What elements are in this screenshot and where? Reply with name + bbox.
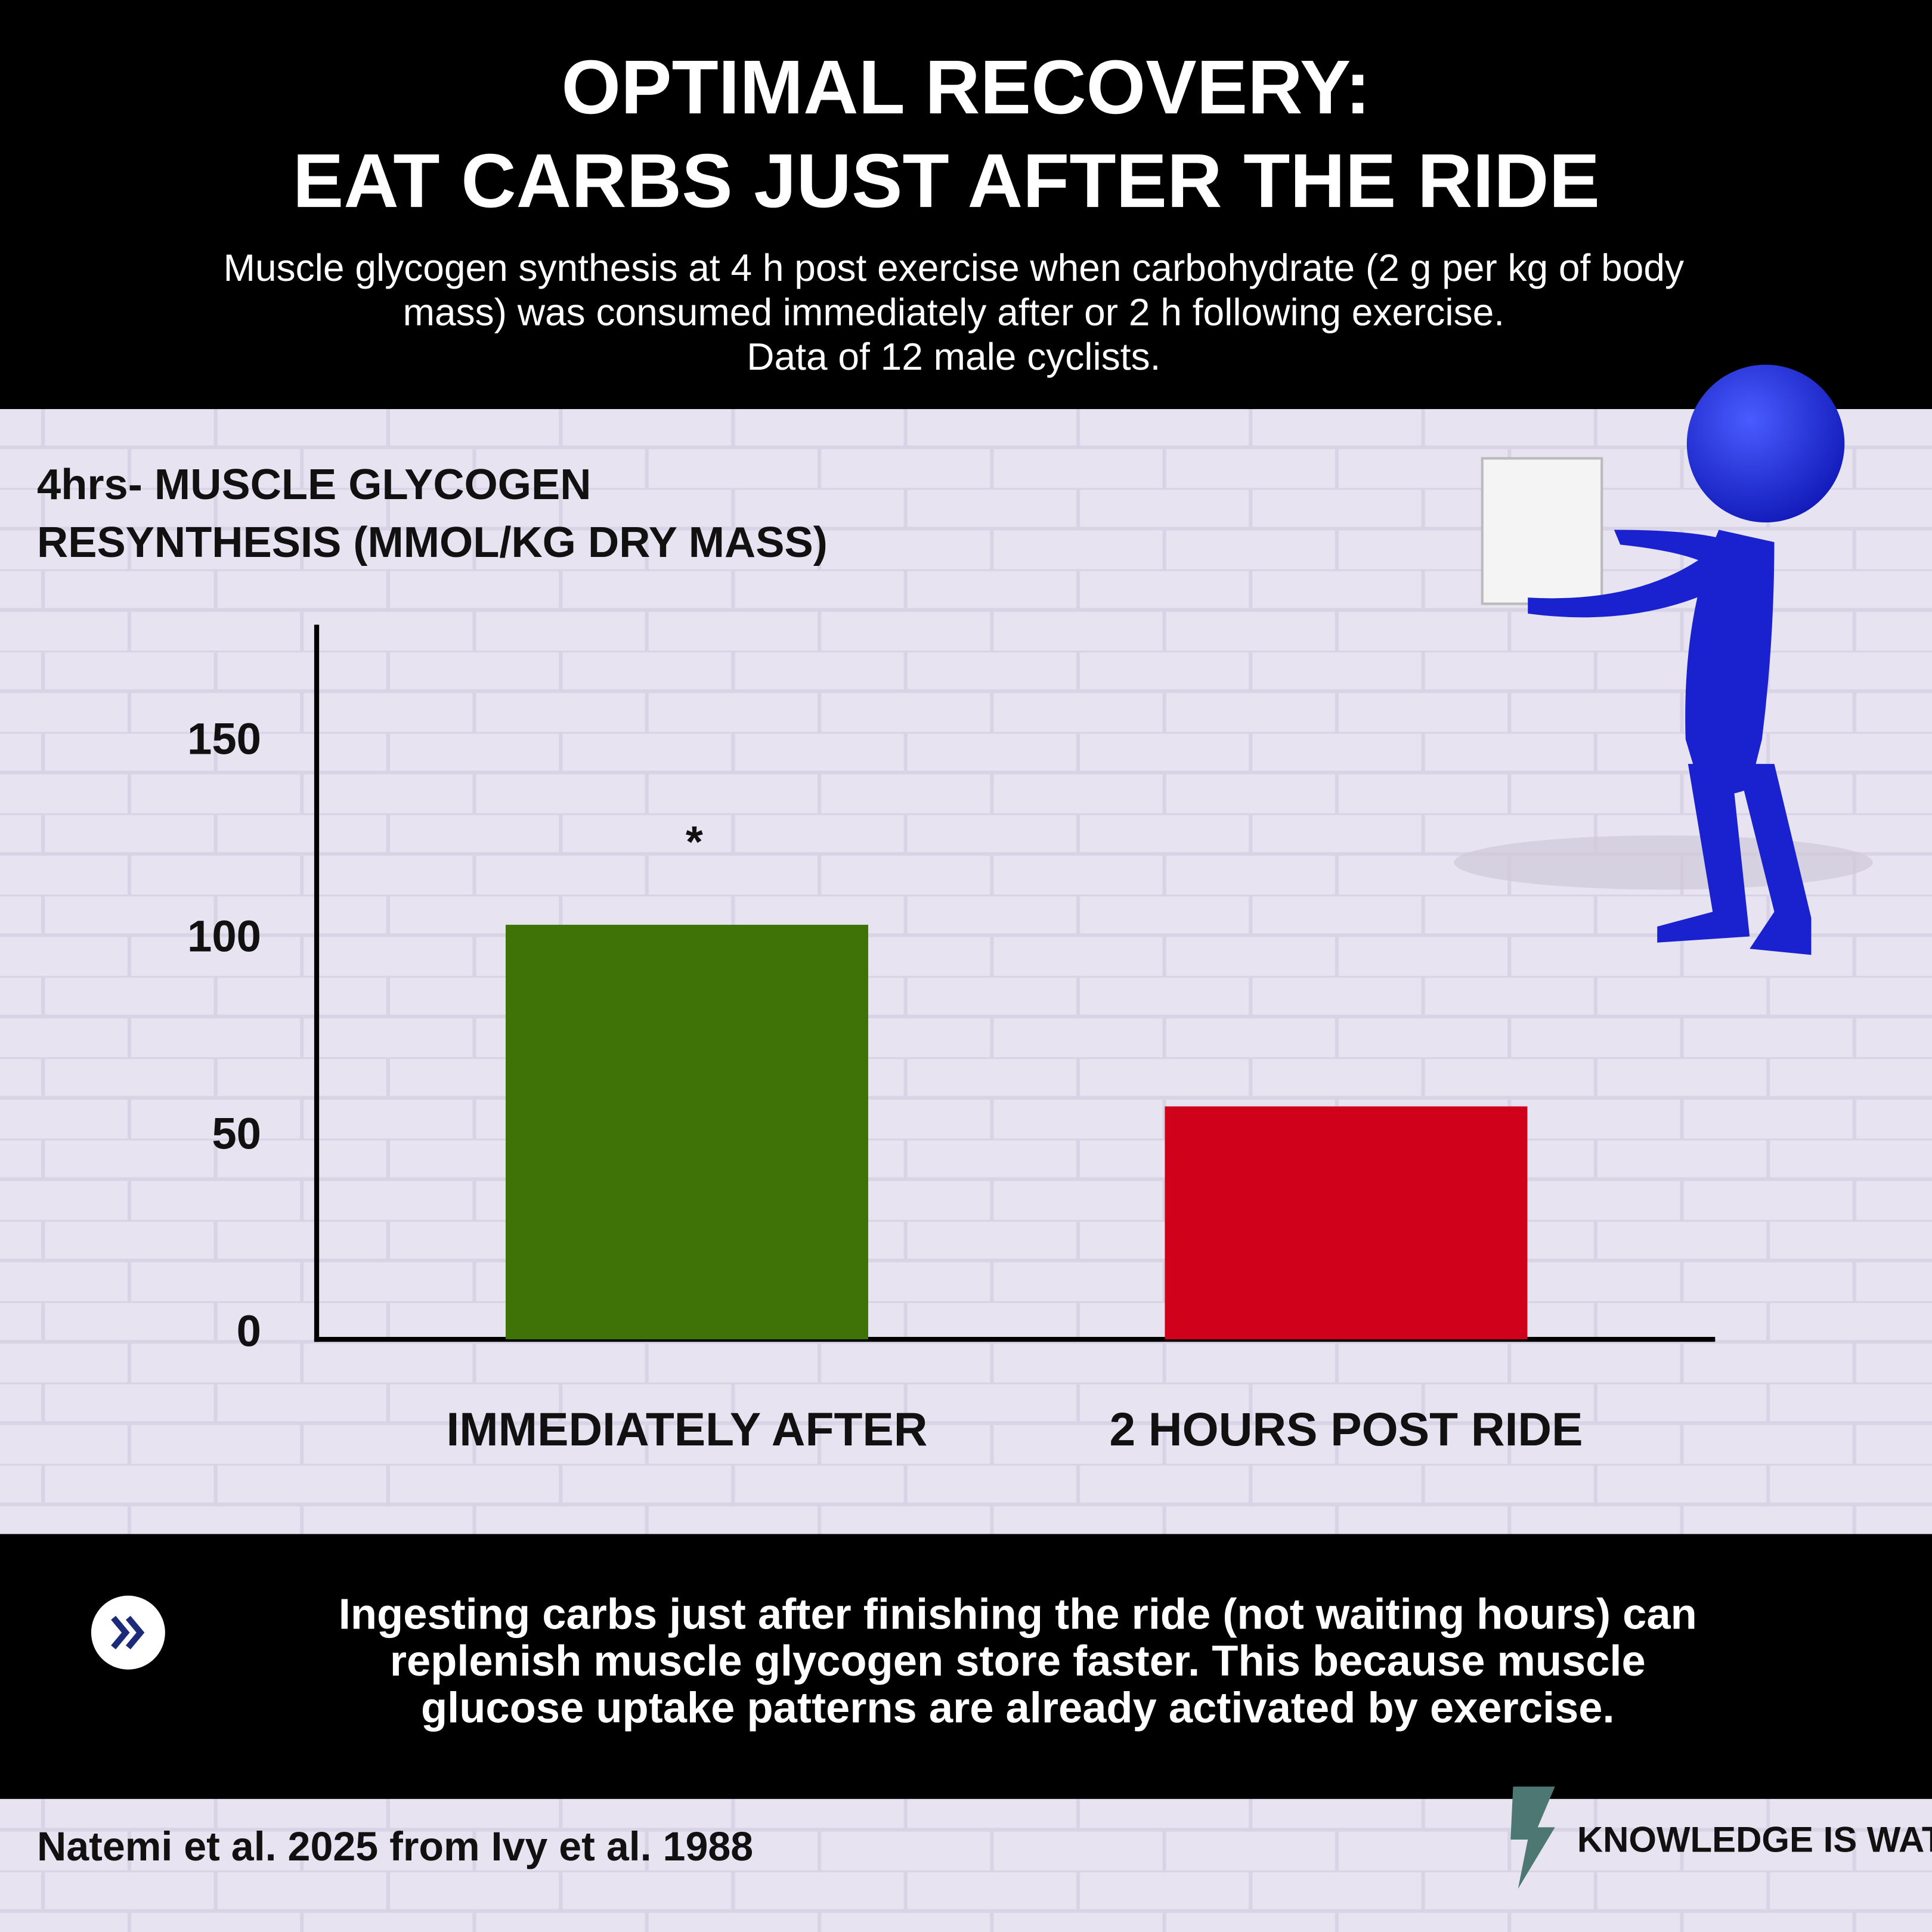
note-icon-arrows: [111, 1615, 145, 1649]
note-line: glucose uptake patterns are already acti…: [421, 1685, 1615, 1732]
significance-marker: *: [686, 817, 703, 866]
y-axis-label: 4hrs- MUSCLE GLYCOGEN: [37, 461, 592, 509]
title-line: EAT CARBS JUST AFTER THE RIDE: [293, 138, 1600, 224]
y-tick-label: 50: [212, 1109, 261, 1158]
subtitle-line: Data of 12 male cyclists.: [747, 335, 1160, 378]
subtitle-line: Muscle glycogen synthesis at 4 h post ex…: [224, 246, 1684, 289]
title-line: OPTIMAL RECOVERY:: [561, 45, 1370, 130]
brand: KNOWLEDGE IS WATT: [1577, 1820, 1932, 1860]
y-axis-label: RESYNTHESIS (MMOL/KG DRY MASS): [37, 519, 828, 566]
subtitle-line: mass) was consumed immediately after or …: [403, 291, 1504, 334]
header-band: [0, 0, 1932, 410]
note-line: replenish muscle glycogen store faster. …: [390, 1637, 1646, 1685]
note-line: Ingesting carbs just after finishing the…: [339, 1591, 1697, 1639]
x-tick-label: 2 HOURS POST RIDE: [1109, 1403, 1583, 1456]
figure: [1454, 364, 1873, 955]
y-tick-label: 0: [237, 1306, 261, 1355]
note-band: [0, 1534, 1932, 1799]
bar: [1165, 1106, 1528, 1340]
source: Natemi et al. 2025 from Ivy et al. 1988: [37, 1824, 753, 1869]
bar: [505, 924, 868, 1340]
y-tick-label: 100: [187, 911, 261, 961]
brand-logo: [1510, 1787, 1555, 1889]
y-tick-label: 150: [187, 714, 261, 763]
x-tick-label: IMMEDIATELY AFTER: [446, 1403, 927, 1456]
